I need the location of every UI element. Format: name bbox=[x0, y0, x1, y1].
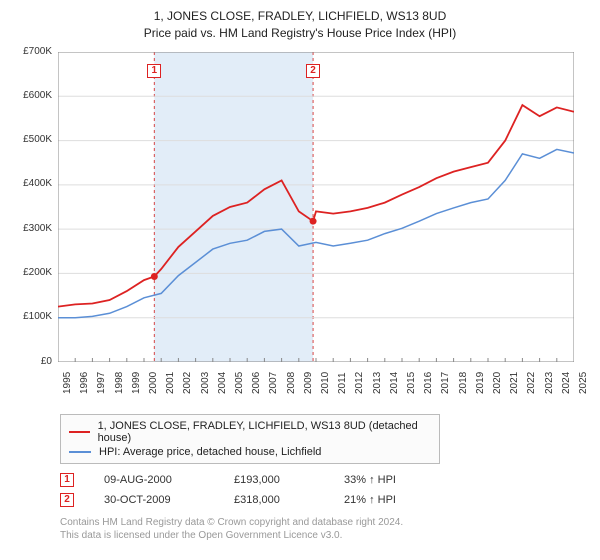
y-tick-label: £600K bbox=[12, 90, 52, 101]
plot-svg bbox=[58, 52, 574, 362]
y-tick-label: £100K bbox=[12, 311, 52, 322]
chart-area: £0 £100K £200K £300K £400K £500K £600K £700K 199… bbox=[10, 46, 590, 406]
chart-container: { "title_line1": "1, JONES CLOSE, FRADLE… bbox=[0, 0, 600, 548]
legend-row-subject: 1, JONES CLOSE, FRADLEY, LICHFIELD, WS13… bbox=[69, 419, 431, 445]
chart-marker-label: 1 bbox=[147, 64, 161, 78]
transaction-date: 09-AUG-2000 bbox=[104, 474, 204, 486]
x-tick-label: 2006 bbox=[251, 371, 262, 393]
x-tick-label: 2005 bbox=[234, 371, 245, 393]
legend-swatch-hpi bbox=[69, 451, 91, 453]
x-tick-label: 2020 bbox=[492, 371, 503, 393]
transaction-row: 2 30-OCT-2009 £318,000 21% ↑ HPI bbox=[60, 490, 590, 510]
x-tick-label: 2001 bbox=[165, 371, 176, 393]
x-tick-label: 2018 bbox=[458, 371, 469, 393]
x-tick-label: 2019 bbox=[475, 371, 486, 393]
x-tick-label: 2017 bbox=[440, 371, 451, 393]
x-tick-label: 2007 bbox=[268, 371, 279, 393]
y-tick-label: £200K bbox=[12, 267, 52, 278]
y-tick-label: £300K bbox=[12, 223, 52, 234]
y-tick-label: £0 bbox=[12, 356, 52, 367]
transaction-delta: 21% ↑ HPI bbox=[344, 494, 396, 506]
x-tick-label: 2021 bbox=[509, 371, 520, 393]
chart-title: 1, JONES CLOSE, FRADLEY, LICHFIELD, WS13… bbox=[10, 8, 590, 42]
x-tick-label: 2008 bbox=[286, 371, 297, 393]
x-tick-label: 1999 bbox=[131, 371, 142, 393]
transactions-table: 1 09-AUG-2000 £193,000 33% ↑ HPI 2 30-OCT-200… bbox=[60, 470, 590, 510]
x-tick-label: 2014 bbox=[389, 371, 400, 393]
x-tick-label: 2022 bbox=[526, 371, 537, 393]
attribution-line1: Contains HM Land Registry data © Crown c… bbox=[60, 516, 590, 529]
attribution-line2: This data is licensed under the Open Gov… bbox=[60, 529, 590, 542]
transaction-date: 30-OCT-2009 bbox=[104, 494, 204, 506]
x-tick-label: 2025 bbox=[578, 371, 589, 393]
chart-marker-label: 2 bbox=[306, 64, 320, 78]
x-tick-label: 2012 bbox=[354, 371, 365, 393]
transaction-marker: 2 bbox=[60, 493, 74, 507]
legend-row-hpi: HPI: Average price, detached house, Lich… bbox=[69, 445, 431, 459]
legend-box: 1, JONES CLOSE, FRADLEY, LICHFIELD, WS13… bbox=[60, 414, 440, 464]
x-tick-label: 1998 bbox=[114, 371, 125, 393]
x-tick-label: 2023 bbox=[544, 371, 555, 393]
x-tick-label: 1995 bbox=[62, 371, 73, 393]
y-tick-label: £700K bbox=[12, 46, 52, 57]
x-tick-label: 1997 bbox=[96, 371, 107, 393]
legend-text-hpi: HPI: Average price, detached house, Lich… bbox=[99, 446, 321, 458]
transaction-price: £318,000 bbox=[234, 494, 314, 506]
title-subtitle: Price paid vs. HM Land Registry's House … bbox=[10, 25, 590, 42]
x-tick-label: 2009 bbox=[303, 371, 314, 393]
y-tick-label: £400K bbox=[12, 178, 52, 189]
x-tick-label: 1996 bbox=[79, 371, 90, 393]
x-tick-label: 2010 bbox=[320, 371, 331, 393]
x-tick-label: 2024 bbox=[561, 371, 572, 393]
transaction-marker: 1 bbox=[60, 473, 74, 487]
legend-text-subject: 1, JONES CLOSE, FRADLEY, LICHFIELD, WS13… bbox=[98, 420, 431, 444]
x-tick-label: 2003 bbox=[200, 371, 211, 393]
x-tick-label: 2002 bbox=[182, 371, 193, 393]
x-tick-label: 2013 bbox=[372, 371, 383, 393]
legend-swatch-subject bbox=[69, 431, 90, 433]
transaction-row: 1 09-AUG-2000 £193,000 33% ↑ HPI bbox=[60, 470, 590, 490]
transaction-price: £193,000 bbox=[234, 474, 314, 486]
x-tick-label: 2015 bbox=[406, 371, 417, 393]
plot-region bbox=[58, 52, 574, 362]
y-tick-label: £500K bbox=[12, 134, 52, 145]
transaction-delta: 33% ↑ HPI bbox=[344, 474, 396, 486]
x-tick-label: 2016 bbox=[423, 371, 434, 393]
attribution: Contains HM Land Registry data © Crown c… bbox=[60, 516, 590, 542]
x-tick-label: 2011 bbox=[337, 372, 348, 394]
x-tick-label: 2000 bbox=[148, 371, 159, 393]
title-address: 1, JONES CLOSE, FRADLEY, LICHFIELD, WS13… bbox=[10, 8, 590, 25]
x-tick-label: 2004 bbox=[217, 371, 228, 393]
